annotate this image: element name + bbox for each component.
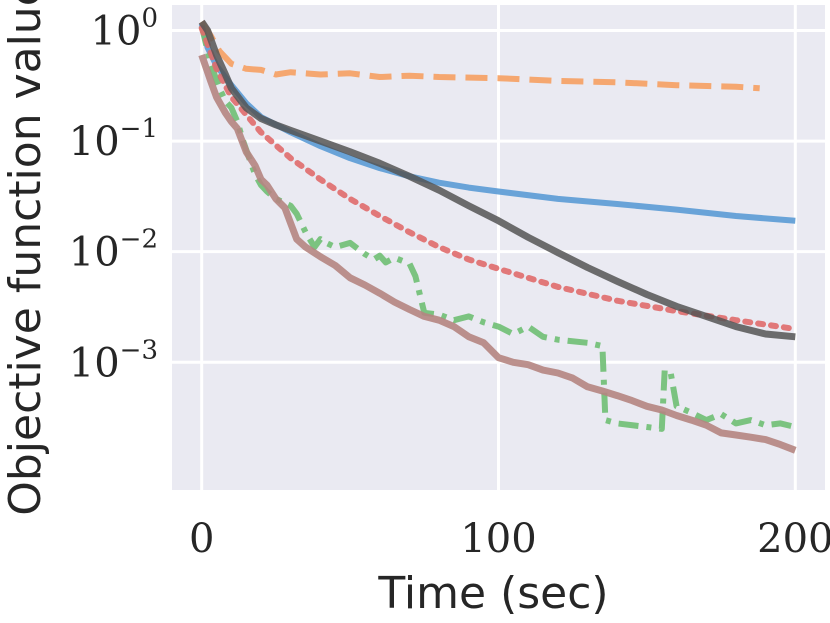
y-axis-label: Objective function value	[0, 0, 51, 516]
y-tick-label: 10−3	[69, 335, 158, 386]
x-tick-label: 0	[189, 516, 214, 562]
y-tick-label: 10−2	[69, 225, 158, 276]
series-orange-dashed	[199, 20, 760, 92]
series-green-dashdot	[198, 25, 797, 432]
x-axis-label: Time (sec)	[377, 568, 608, 619]
x-tick-label: 200	[757, 516, 830, 562]
series-red-dotted	[198, 25, 799, 332]
y-tick-label: 100	[91, 3, 158, 54]
series-lines	[198, 19, 799, 454]
series-brown-solid	[198, 53, 797, 454]
y-tick-label: 10−1	[69, 114, 158, 165]
series-black-solid	[198, 19, 796, 341]
tick-labels: 0 100 200 100 10−1 10−2 10−3	[69, 3, 830, 562]
x-tick-label: 100	[460, 516, 536, 562]
gridlines	[172, 5, 825, 490]
